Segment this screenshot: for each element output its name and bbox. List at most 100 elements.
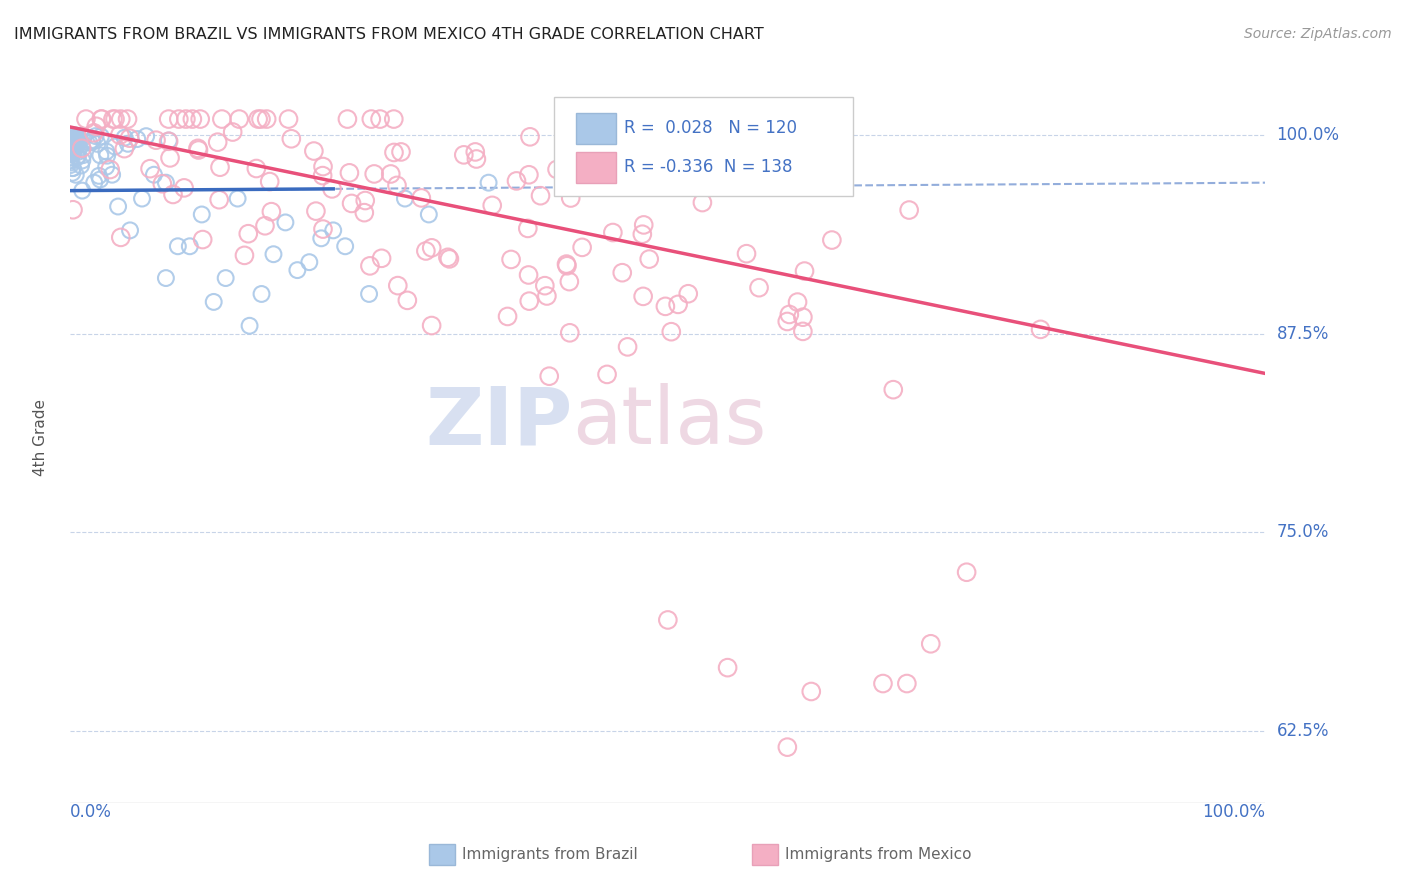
Point [66,138,89,153]
Point [793,264,815,278]
Point [62,135,84,149]
Point [633,218,655,232]
Point [60,144,83,158]
Point [872,676,894,690]
Bar [751,845,778,865]
Point [59,128,82,143]
Point [60,137,83,152]
Point [59,131,82,145]
Point [354,194,377,208]
Point [666,297,689,311]
Point [59,153,82,168]
Point [101,168,124,182]
Point [596,368,619,382]
Point [155,271,177,285]
Text: R =  0.028   N = 120: R = 0.028 N = 120 [624,120,797,137]
Point [62,161,84,175]
Point [439,252,461,266]
Point [157,112,180,126]
Point [96,145,118,159]
Point [256,112,278,126]
Point [127,132,149,146]
Point [896,676,918,690]
Point [80,133,103,147]
Point [612,266,634,280]
Point [59,141,82,155]
Point [67,133,90,147]
Point [560,191,582,205]
Point [120,223,141,237]
Point [60,131,83,145]
Point [59,136,82,150]
Point [70,159,93,173]
Point [382,112,405,126]
Point [101,112,124,126]
Point [558,326,581,340]
Point [98,162,121,177]
Point [131,192,153,206]
Point [202,294,225,309]
Point [104,139,127,153]
Point [60,136,83,151]
Point [191,233,214,247]
Text: 100.0%: 100.0% [1202,803,1265,821]
Point [62,131,84,145]
Point [187,143,209,157]
Point [86,136,108,151]
Point [389,145,412,159]
Point [411,191,433,205]
Point [555,257,578,271]
Point [792,310,814,325]
Point [359,259,381,273]
Point [79,136,101,150]
Point [112,142,135,156]
Point [336,112,359,126]
Point [66,150,89,164]
Point [546,162,568,177]
Text: Source: ZipAtlas.com: Source: ZipAtlas.com [1244,27,1392,41]
Point [208,160,231,174]
Point [382,145,405,160]
Point [238,227,260,241]
Point [65,131,87,145]
Point [89,172,111,186]
Point [60,147,83,161]
Point [107,200,129,214]
Point [776,314,799,328]
Point [555,259,578,273]
Point [353,205,375,219]
Point [453,148,475,162]
Point [568,159,591,173]
Point [259,175,281,189]
Point [66,136,89,150]
Point [59,135,82,149]
Point [83,176,105,190]
Point [516,221,538,235]
Point [62,202,84,217]
Text: 0.0%: 0.0% [70,803,112,821]
Point [155,176,177,190]
Point [159,151,181,165]
Point [60,143,83,157]
Text: 87.5%: 87.5% [1277,325,1329,343]
Text: 75.0%: 75.0% [1277,524,1329,541]
Point [250,112,273,126]
Point [800,684,823,698]
Point [748,281,770,295]
Point [322,223,344,237]
Point [87,169,110,183]
Point [59,147,82,161]
Point [387,278,409,293]
Point [96,149,118,163]
Point [60,138,83,153]
Point [312,160,335,174]
Point [263,247,285,261]
Point [59,147,82,161]
Point [717,660,740,674]
Point [59,137,82,152]
Point [167,112,190,126]
Point [956,566,979,580]
Point [1029,322,1052,336]
Point [66,145,89,160]
Point [66,150,89,164]
